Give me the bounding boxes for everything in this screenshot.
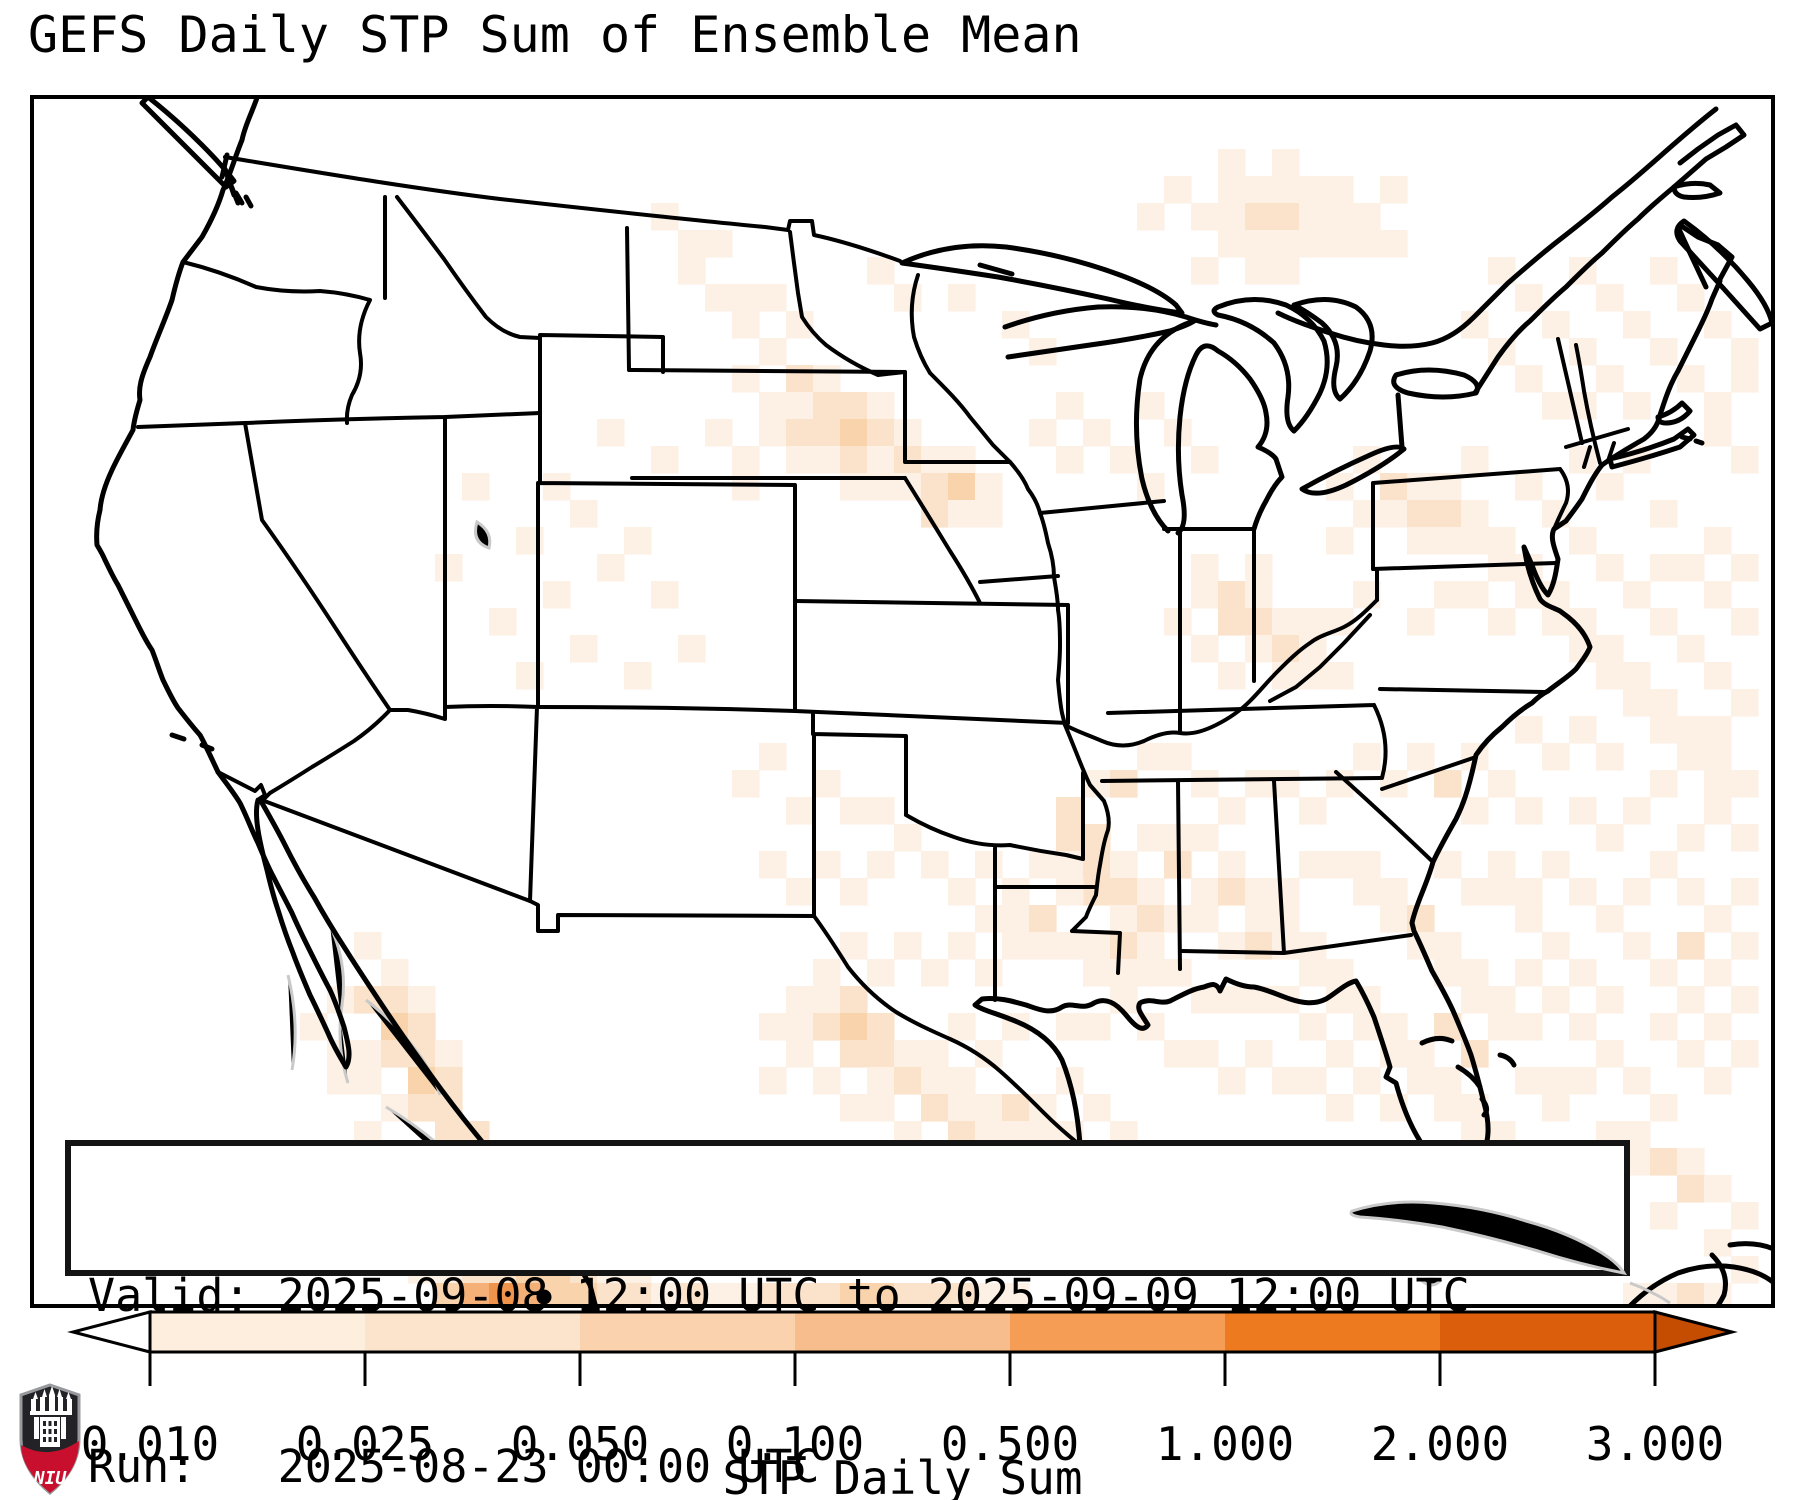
pacific-coastline — [94, 95, 261, 775]
st-lawrence-south-bank-gaspe — [1472, 122, 1747, 396]
colorbar-tick-label: 0.025 — [296, 1417, 434, 1471]
great-salt-lake — [474, 519, 492, 550]
baja-peninsula — [215, 769, 352, 1070]
appalachian-borders — [1268, 567, 1379, 703]
st-lawrence-north-bank — [1275, 106, 1719, 349]
info-box-text: Valid: 2025-09-08 12:00 UTC to 2025-09-0… — [88, 1153, 1470, 1500]
ohio-river — [1063, 598, 1379, 748]
lake-ontario — [1391, 367, 1480, 400]
puget-sound — [219, 152, 254, 209]
colorbar-tick-label: 0.050 — [511, 1417, 649, 1471]
socal-islands — [169, 732, 215, 752]
parallel-37n-borders — [536, 705, 1070, 725]
lake-huron — [1211, 296, 1330, 434]
niagara-river — [1395, 392, 1405, 450]
colorbar-tick-label: 1.000 — [1156, 1417, 1294, 1471]
bay-of-fundy — [1677, 222, 1735, 282]
georgian-bay — [1291, 296, 1375, 402]
deep-south-borders — [1176, 687, 1546, 971]
conus-map — [30, 95, 1775, 1308]
louisiana-mississippi-borders — [1070, 929, 1122, 975]
pennsylvania-borders — [1371, 467, 1570, 571]
prince-edward-island — [1671, 180, 1723, 200]
colorbar-axis-label: STP Daily Sum — [722, 1451, 1082, 1500]
parallel-42n-borders — [136, 411, 542, 429]
california-nevada-border — [243, 421, 392, 803]
colorbar: 0.010 0.025 0.050 0.100 0.500 1.000 2.000 3.000… — [67, 1310, 1738, 1500]
lake-superior — [899, 243, 1185, 316]
valid-time-line: Valid: 2025-09-08 12:00 UTC to 2025-09-0… — [88, 1269, 1470, 1322]
run-time-line: Run: 2025-08-23 00:00 UTC — [88, 1440, 820, 1493]
minnesota-iowa-borders — [788, 230, 1060, 584]
page-title: GEFS Daily STP Sum of Ensemble Mean — [28, 6, 1082, 64]
st-croix-river — [909, 273, 932, 375]
wyoming-colorado-borders — [536, 333, 797, 713]
state-and-national-borders — [136, 155, 1630, 1147]
cuba-outline — [1349, 1200, 1671, 1305]
stp-heatmap-cells — [300, 149, 1759, 1308]
island-dot — [536, 1289, 552, 1305]
colorbar-tick-label: 3.000 — [1586, 1417, 1724, 1471]
long-island — [1607, 426, 1697, 470]
mississippi-river — [928, 371, 1111, 933]
logo-castle-windows — [43, 1421, 57, 1442]
colorbar-tick-label: 0.010 — [81, 1417, 219, 1471]
michigan-mitten — [1175, 343, 1285, 536]
bahamas-islands — [1419, 1035, 1517, 1118]
geography-lines — [94, 95, 1775, 1308]
great-lakes-state-borders — [1038, 499, 1256, 733]
nevada-utah-arizona-borders — [388, 415, 540, 903]
colorbar-tick-label: 0.100 — [726, 1417, 864, 1471]
nova-scotia — [1674, 218, 1775, 332]
us-mexico-border — [216, 770, 815, 933]
michigan-upper-peninsula — [1002, 304, 1219, 360]
us-canada-border — [223, 155, 902, 263]
colorbar-tick-label: 2.000 — [1371, 1417, 1509, 1471]
lake-erie — [1299, 444, 1407, 496]
kentucky-tennessee-borders — [1100, 703, 1388, 783]
new-york-new-england-borders — [1556, 337, 1630, 469]
vancouver-island — [139, 95, 237, 190]
logo-shield-red — [21, 1441, 79, 1493]
coastlines — [94, 95, 1775, 1308]
new-england-coastline — [1599, 278, 1723, 468]
niu-logo: NIU — [19, 1383, 81, 1495]
colorbar-tick-label: 0.500 — [941, 1417, 1079, 1471]
dakotas-nebraska-borders — [625, 226, 1070, 725]
logo-text: NIU — [33, 1468, 68, 1489]
map-frame — [30, 95, 1775, 1308]
oklahoma-texas-borders — [811, 711, 1098, 1002]
wa-or-id-borders — [181, 195, 542, 425]
rio-grande — [812, 914, 1082, 1147]
info-box — [65, 1140, 1630, 1276]
